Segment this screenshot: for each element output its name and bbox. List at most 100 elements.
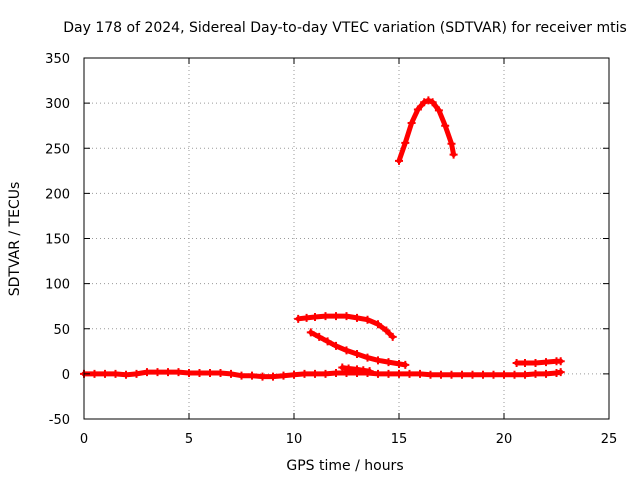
- data-point-marker: [374, 320, 382, 329]
- data-point-marker: [556, 368, 565, 377]
- y-tick-label: 250: [45, 142, 70, 157]
- data-point-marker: [405, 369, 414, 378]
- data-point-marker: [185, 368, 193, 377]
- series-3: [306, 328, 410, 369]
- data-point-marker: [542, 369, 550, 378]
- chart-title: Day 178 of 2024, Sidereal Day-to-day VTE…: [63, 20, 627, 36]
- series-5: [395, 96, 458, 165]
- data-point-marker: [437, 370, 445, 379]
- data-point-marker: [363, 353, 372, 362]
- data-point-marker: [401, 360, 410, 369]
- data-point-marker: [342, 346, 351, 355]
- y-tick-label: 150: [45, 233, 70, 248]
- data-point-marker: [458, 370, 466, 379]
- data-point-marker: [306, 328, 315, 337]
- data-point-marker: [332, 341, 340, 350]
- data-point-marker: [344, 364, 353, 373]
- data-point-marker: [424, 96, 433, 105]
- data-point-marker: [556, 357, 565, 366]
- data-point-marker: [311, 313, 319, 322]
- data-point-marker: [382, 326, 391, 335]
- y-tick-label: 300: [45, 97, 70, 112]
- data-point-marker: [323, 337, 332, 346]
- data-point-marker: [428, 98, 437, 107]
- data-point-marker: [365, 367, 374, 376]
- data-point-marker: [321, 312, 330, 321]
- data-point-marker: [441, 121, 450, 130]
- data-point-marker: [132, 369, 141, 378]
- x-tick-label: 15: [391, 432, 408, 447]
- data-point-marker: [374, 356, 382, 365]
- series-trace: [396, 97, 457, 164]
- data-point-marker: [248, 371, 256, 380]
- data-point-marker: [407, 118, 416, 127]
- axis-ticks: [83, 57, 610, 420]
- data-point-marker: [468, 370, 477, 379]
- data-point-marker: [342, 312, 351, 321]
- data-point-marker: [500, 370, 508, 379]
- x-tick-label: 5: [185, 432, 193, 447]
- data-point-marker: [332, 312, 340, 321]
- data-point-marker: [315, 332, 324, 341]
- data-point-marker: [269, 372, 277, 381]
- data-point-marker: [300, 369, 309, 378]
- data-point-marker: [206, 368, 214, 377]
- data-point-marker: [111, 369, 120, 378]
- data-point-marker: [164, 368, 172, 377]
- data-point-marker: [413, 105, 422, 114]
- data-point-marker: [258, 372, 267, 381]
- data-point-marker: [174, 368, 183, 377]
- data-point-marker: [479, 370, 487, 379]
- data-point-marker: [90, 369, 99, 378]
- data-point-marker: [447, 139, 456, 148]
- data-point-marker: [302, 313, 311, 322]
- data-point-marker: [384, 369, 393, 378]
- series-6: [512, 357, 565, 368]
- y-tick-label: -50: [49, 413, 70, 428]
- tick-labels: 0 5 10 15 20 25 -50 0 50 100 150 200 250 300 350: [45, 52, 617, 447]
- data-point-marker: [227, 369, 235, 378]
- data-point-marker: [521, 359, 529, 368]
- x-tick-label: 20: [496, 432, 513, 447]
- data-point-marker: [353, 350, 361, 359]
- series-2: [294, 312, 397, 341]
- x-tick-label: 25: [601, 432, 618, 447]
- data-point-marker: [311, 369, 319, 378]
- data-point-marker: [122, 370, 130, 379]
- data-point-marker: [434, 106, 443, 115]
- data-point-marker: [332, 368, 340, 377]
- data-point-marker: [279, 371, 288, 380]
- y-tick-label: 0: [62, 368, 70, 383]
- data-point-marker: [449, 150, 458, 159]
- data-point-marker: [216, 368, 225, 377]
- data-point-marker: [143, 368, 151, 377]
- data-point-marker: [321, 369, 330, 378]
- data-point-marker: [290, 370, 298, 379]
- data-point-marker: [401, 138, 410, 147]
- grid: [84, 58, 609, 419]
- x-axis-label: GPS time / hours: [286, 458, 403, 474]
- series-1: [80, 368, 565, 381]
- data-point-marker: [384, 358, 393, 367]
- data-point-marker: [416, 369, 424, 378]
- data-point-marker: [531, 369, 540, 378]
- data-point-marker: [447, 370, 456, 379]
- y-tick-label: 100: [45, 278, 70, 293]
- data-point-marker: [510, 370, 519, 379]
- data-point-marker: [374, 369, 382, 378]
- data-point-marker: [395, 369, 403, 378]
- data-point-marker: [237, 371, 246, 380]
- y-axis-label: SDTVAR / TECUs: [7, 182, 23, 297]
- data-point-marker: [542, 358, 550, 367]
- y-tick-label: 350: [45, 52, 70, 67]
- data-point-marker: [420, 98, 429, 107]
- data-point-marker: [395, 156, 403, 165]
- data-point-marker: [153, 368, 162, 377]
- data-point-marker: [101, 369, 109, 378]
- y-tick-label: 50: [53, 323, 70, 338]
- data-series: [80, 96, 565, 381]
- data-point-marker: [426, 370, 435, 379]
- data-point-marker: [531, 359, 540, 368]
- data-point-marker: [294, 314, 303, 323]
